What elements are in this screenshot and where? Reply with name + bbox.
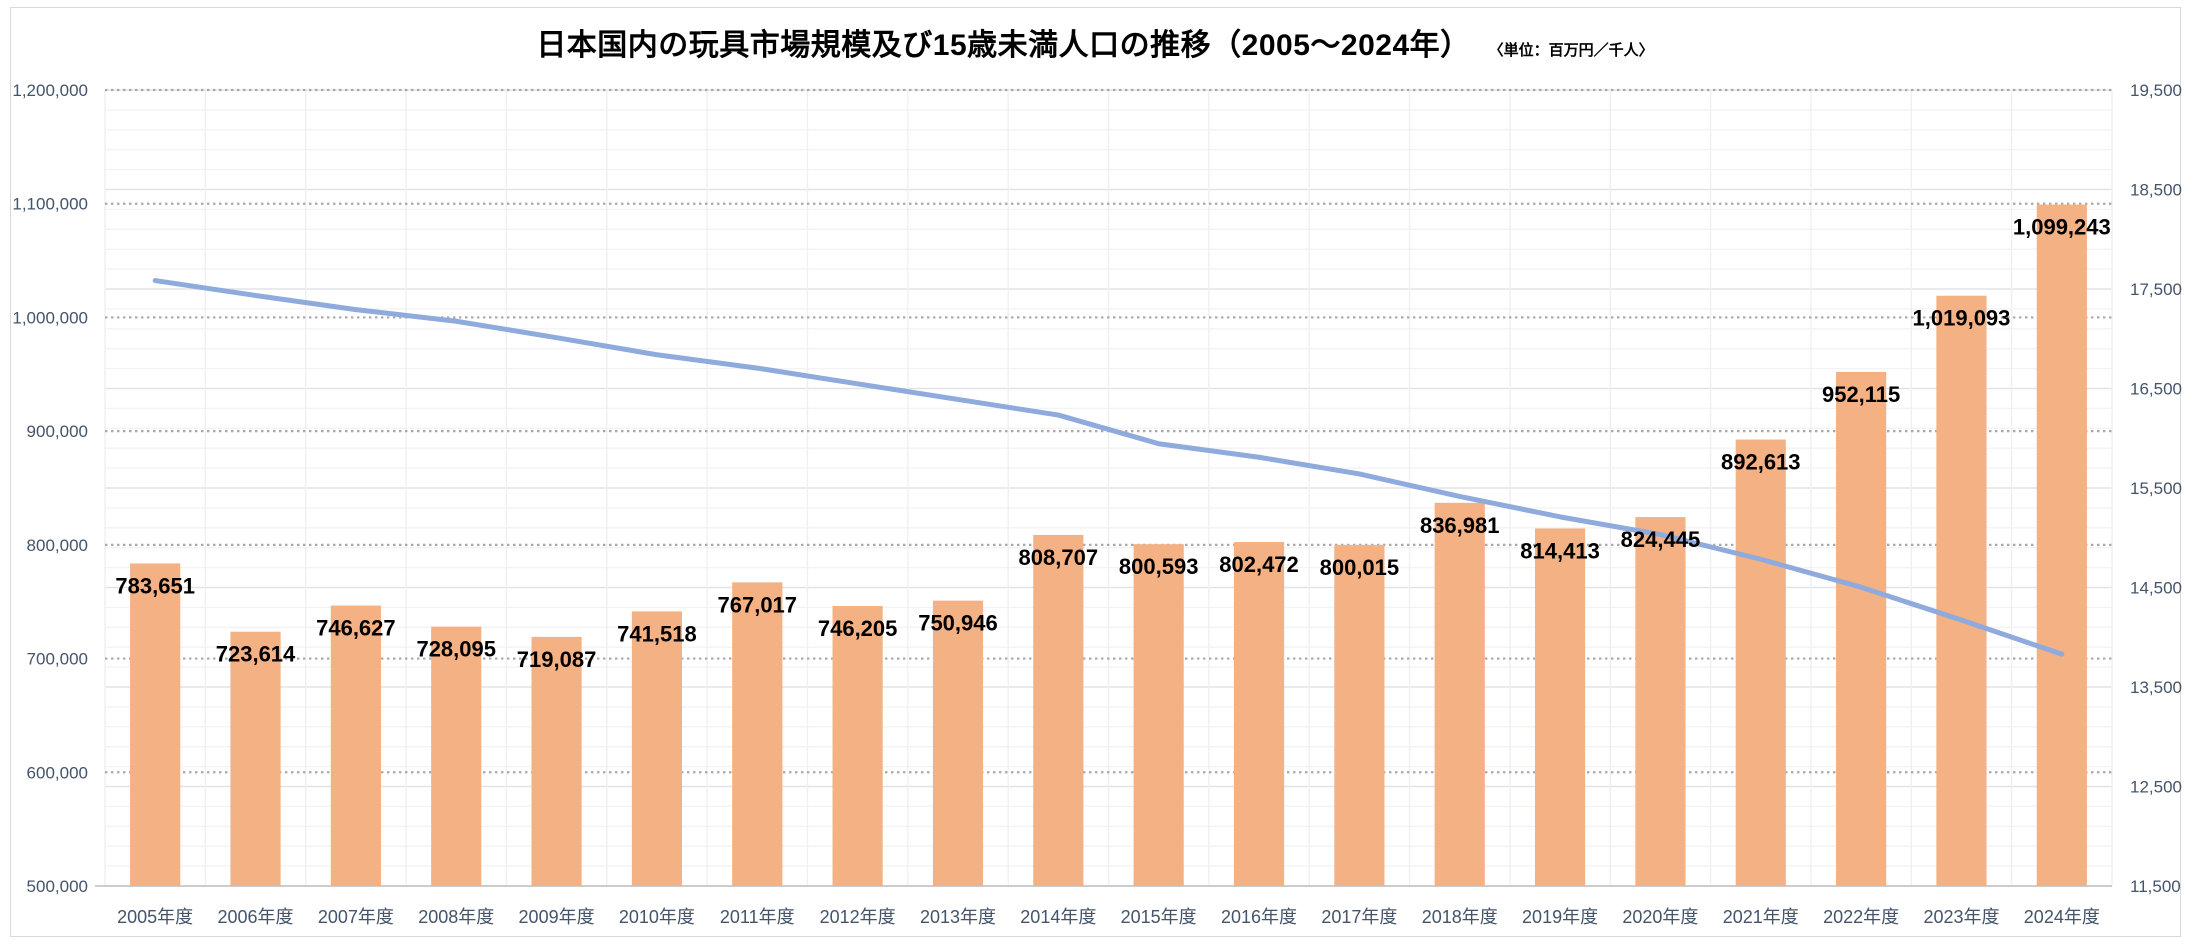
x-axis-tick: 2017年度 xyxy=(1321,907,1397,927)
chart-header: 日本国内の玩具市場規模及び15歳未満人口の推移（2005～2024年） 〈単位：… xyxy=(0,20,2190,64)
y-axis-tick-right: 11,500 xyxy=(2130,877,2181,896)
x-axis-ticks: 2005年度 2006年度 2007年度 2008年度 2009年度 2010年度 2011… xyxy=(117,907,2100,927)
x-axis-tick: 2015年度 xyxy=(1121,907,1197,927)
bar-value-label: 1,019,093 xyxy=(1913,306,2011,331)
market-size-bar xyxy=(1434,502,1485,886)
market-size-bar xyxy=(2036,204,2087,887)
bar-value-label: 746,205 xyxy=(818,616,898,641)
x-axis-tick: 2012年度 xyxy=(820,907,896,927)
market-size-bar xyxy=(431,626,482,886)
x-axis-tick: 2011年度 xyxy=(720,907,795,927)
market-size-bar xyxy=(1735,439,1786,886)
bar-value-label: 750,946 xyxy=(918,611,998,636)
bar-value-label: 783,651 xyxy=(115,573,195,598)
x-axis-tick: 2014年度 xyxy=(1020,907,1096,927)
chart-title: 日本国内の玩具市場規模及び15歳未満人口の推移（2005～2024年） xyxy=(536,29,1471,62)
bar-value-label: 808,707 xyxy=(1019,545,1099,570)
bar-value-labels: 783,651 723,614 746,627 728,095 719,087 741,5… xyxy=(115,215,2110,672)
x-axis-tick: 2010年度 xyxy=(619,907,695,927)
bar-value-label: 741,518 xyxy=(617,621,697,646)
market-size-bar xyxy=(1534,528,1586,886)
market-size-bar xyxy=(1133,544,1184,886)
market-size-bar xyxy=(330,605,381,886)
x-axis-tick: 2007年度 xyxy=(318,907,394,927)
y-axis-tick-left: 1,100,000 xyxy=(12,195,88,214)
y-axis-tick-left: 800,000 xyxy=(27,536,88,555)
bar-value-label: 802,472 xyxy=(1219,552,1299,577)
market-size-bar xyxy=(1233,542,1285,886)
x-axis-tick: 2006年度 xyxy=(218,907,294,927)
x-axis-tick: 2008年度 xyxy=(418,907,494,927)
y-axis-tick-left: 900,000 xyxy=(27,422,88,441)
population-line xyxy=(152,278,2065,657)
y-axis-tick-right: 17,500 xyxy=(2130,280,2182,299)
y-axis-tick-left: 600,000 xyxy=(27,763,88,782)
market-size-bar xyxy=(631,611,683,886)
bar-value-label: 723,614 xyxy=(216,642,296,667)
market-size-bar xyxy=(1936,295,1987,886)
market-size-bar xyxy=(1033,534,1084,886)
x-axis-tick: 2018年度 xyxy=(1422,907,1498,927)
x-axis-tick: 2024年度 xyxy=(2024,907,2100,927)
y-axis-tick-right: 13,500 xyxy=(2130,678,2182,697)
bar-value-label: 814,413 xyxy=(1520,538,1600,563)
y-axis-tick-left: 700,000 xyxy=(27,650,88,669)
market-size-bar xyxy=(732,582,783,886)
x-axis-tick: 2020年度 xyxy=(1622,907,1698,927)
market-size-bar xyxy=(1334,544,1385,886)
y-axis-tick-left: 500,000 xyxy=(27,877,88,896)
market-size-bars xyxy=(130,204,2087,887)
bar-value-label: 719,087 xyxy=(517,647,597,672)
y-axis-tick-right: 14,500 xyxy=(2130,579,2182,598)
y-axis-tick-right: 12,500 xyxy=(2130,778,2182,797)
bar-value-label: 824,445 xyxy=(1621,527,1701,552)
bar-value-label: 892,613 xyxy=(1721,450,1801,475)
market-size-bar xyxy=(832,606,883,886)
bar-value-label: 767,017 xyxy=(718,592,798,617)
y-axis-tick-left: 1,200,000 xyxy=(12,81,88,100)
bar-value-label: 728,095 xyxy=(416,637,496,662)
x-axis-tick: 2009年度 xyxy=(519,907,595,927)
y-axis-tick-right: 16,500 xyxy=(2130,380,2182,399)
bar-value-label: 746,627 xyxy=(316,616,396,641)
y-axis-tick-right: 15,500 xyxy=(2130,479,2182,498)
market-size-bar xyxy=(130,563,181,886)
right-axis-ticks: 11,500 12,500 13,500 14,500 15,500 16,500 17,5… xyxy=(2130,81,2182,896)
x-axis-tick: 2023年度 xyxy=(1923,907,1999,927)
x-axis-tick: 2005年度 xyxy=(117,907,193,927)
market-size-bar xyxy=(1836,371,1887,887)
market-size-bar xyxy=(932,600,984,886)
chart-unit-note: 〈単位：百万円／千人〉 xyxy=(1488,42,1654,59)
market-size-bar xyxy=(1635,517,1686,886)
market-size-bar xyxy=(230,631,281,886)
x-axis-tick: 2021年度 xyxy=(1723,907,1799,927)
bar-value-label: 800,015 xyxy=(1320,555,1400,580)
left-axis-ticks: 500,000 600,000 700,000 800,000 900,000 1,000… xyxy=(12,81,88,896)
market-size-bar xyxy=(531,636,582,886)
bar-value-label: 952,115 xyxy=(1822,382,1900,407)
vertical-gridlines xyxy=(104,90,2113,886)
bar-value-label: 1,099,243 xyxy=(2013,215,2111,240)
bar-value-label: 800,593 xyxy=(1119,554,1199,579)
y-axis-tick-left: 1,000,000 xyxy=(12,308,88,327)
x-axis-tick: 2022年度 xyxy=(1823,907,1899,927)
x-axis-tick: 2019年度 xyxy=(1522,907,1598,927)
bar-value-label: 836,981 xyxy=(1420,513,1500,538)
x-axis-tick: 2016年度 xyxy=(1221,907,1297,927)
x-axis-tick: 2013年度 xyxy=(920,907,996,927)
y-axis-tick-right: 19,500 xyxy=(2130,81,2182,100)
y-axis-tick-right: 18,500 xyxy=(2130,181,2182,200)
